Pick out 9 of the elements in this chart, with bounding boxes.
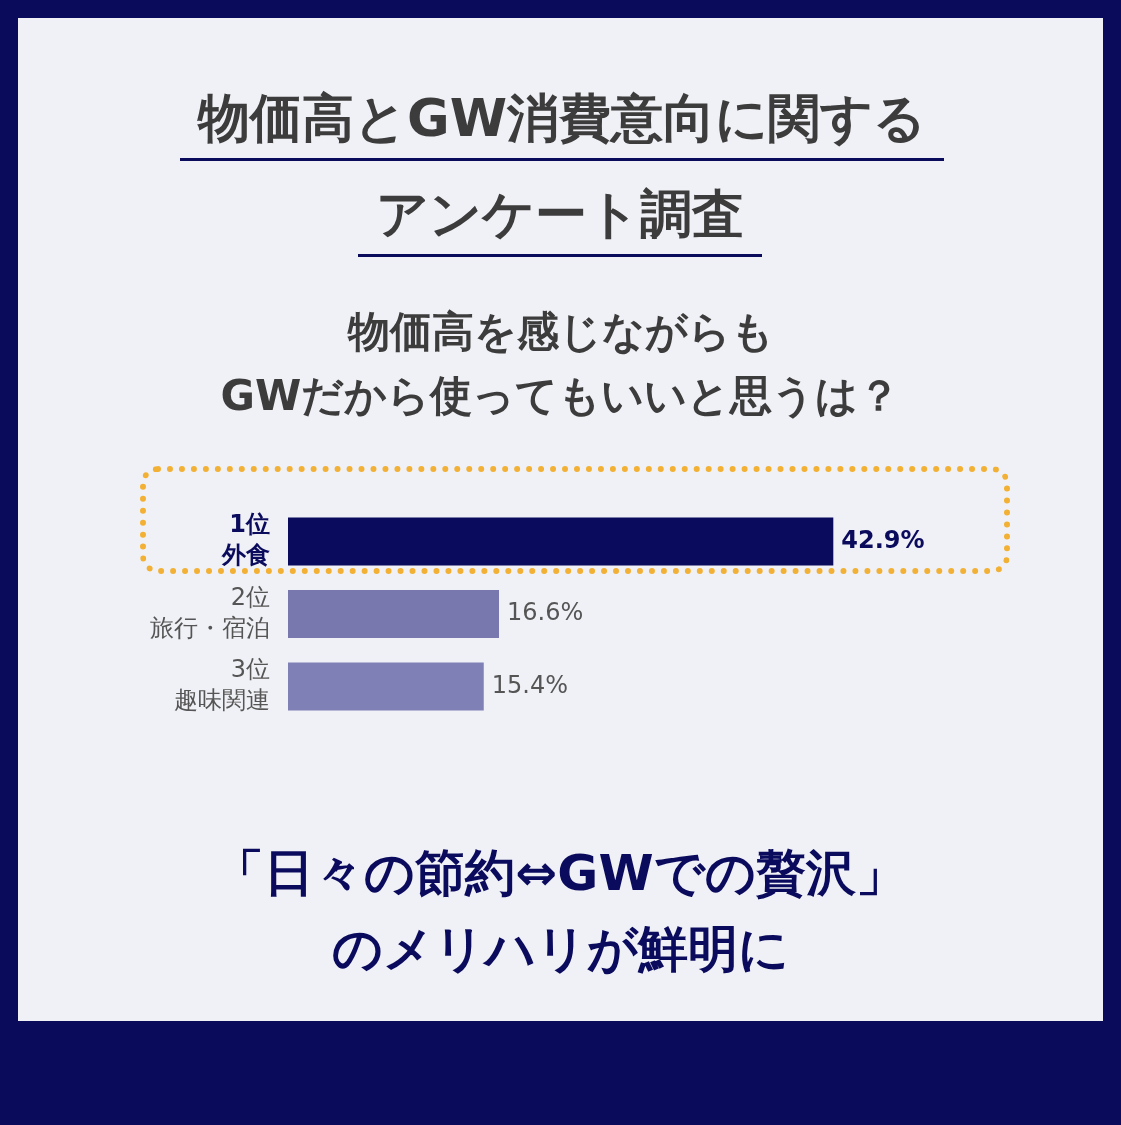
data-label: 16.6%	[507, 598, 584, 627]
y-tick-label: 2位旅行・宿泊	[150, 582, 270, 642]
data-label: 15.4%	[491, 670, 568, 699]
y-tick-label: 3位趣味関連	[174, 655, 270, 715]
text: 「日々の節約⇔GWでの贅沢」のメリハリが鮮明に	[213, 843, 907, 980]
y-tick-label: 1位外食	[221, 510, 270, 570]
chart-title: 物価高とGW消費意向に関するアンケート調査	[180, 88, 945, 257]
data-label: 42.9%	[841, 525, 925, 554]
chart-subtitle: 物価高を感じながらも GWだから使ってもいいと思うは？	[219, 306, 902, 422]
